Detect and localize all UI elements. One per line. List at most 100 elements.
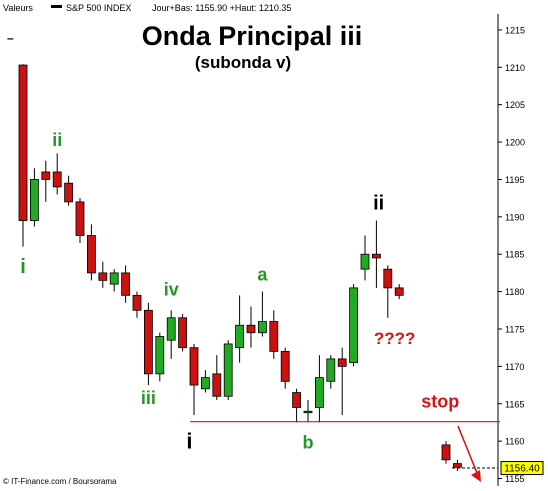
candle-body [212,373,222,397]
wave-label: ???? [374,329,416,348]
y-tick-label: 1175 [505,324,524,334]
candle [189,343,199,415]
candle-body [371,253,381,259]
last-price-label: 1156.40 [504,464,540,475]
candle [155,332,165,382]
candle-body [200,377,210,390]
candle-body [326,358,336,382]
candle-body [75,201,85,236]
candle [109,269,119,292]
candle-body [441,444,451,461]
candle-body [64,182,73,203]
candle-body [98,272,108,281]
last-price-box [500,461,544,476]
candle [178,314,188,352]
wave-label: ii [373,192,384,214]
y-tick-label: 1170 [505,362,524,372]
last-price-marker: 1156.40 [500,461,544,476]
candle [280,347,290,389]
wave-label: b [303,433,314,453]
candle [452,459,462,472]
chart-subtitle: (subonda v) [195,53,291,72]
wave-label: iii [141,388,156,408]
candle-body [18,64,28,221]
overlays-group [190,421,500,482]
candle-body [29,179,39,221]
candle-body [189,347,199,386]
candle-body [109,272,119,285]
candle [212,355,222,401]
y-tick-label: 1155 [505,474,524,484]
y-tick-label: 1190 [505,212,524,222]
source-credit: © IT-Finance.com / Boursorama [3,477,117,486]
candle [121,265,130,303]
candle-body [166,317,176,341]
candle [257,291,267,337]
candle-body [303,410,313,414]
wave-label: a [257,264,268,284]
candle [98,261,108,288]
candles-group [18,64,462,472]
wave-label: i [20,256,26,278]
y-tick-label: 1210 [505,63,525,73]
candle-body [87,235,96,274]
y-tick-label: 1180 [505,287,524,297]
y-axis-ticks: 1155 1160 1165 1170 1175 1180 1185 1190 1195 1200… [498,25,525,484]
candle [441,441,451,464]
candle-body [349,287,359,364]
candle-body [360,253,370,270]
candle-body [383,268,393,289]
candle-body [269,321,279,352]
candle [64,175,73,206]
candle [87,224,96,281]
candle-body [41,171,51,180]
candle-body [155,336,165,375]
candle [143,302,153,386]
minus-icon[interactable]: – [7,31,14,45]
candle [200,370,210,393]
down-arrow-head [471,470,481,482]
candle [166,310,176,359]
candle-body [246,324,256,334]
wave-label: i [186,429,192,454]
candle [223,340,233,401]
candle-body [280,351,290,382]
candle [292,388,302,423]
chart-title: Onda Principal iii [142,21,363,51]
candle-body [178,317,188,349]
wave-label: iv [164,279,179,299]
y-tick-label: 1165 [505,399,524,409]
candle [349,284,359,367]
wave-label: ii [52,130,62,150]
y-tick-label: 1195 [505,175,524,185]
y-tick-label: 1215 [505,25,525,35]
candle [360,235,370,281]
candle-body [143,309,153,375]
candle [269,310,279,359]
wave-label: stop [421,391,459,411]
legend-symbol: S&P 500 INDEX [66,3,131,13]
candle-body [292,392,302,408]
candle-body [452,463,462,468]
candle-body [394,287,404,296]
candle [337,347,347,415]
legend-line-icon [51,5,62,8]
candle-body [257,321,267,334]
candle [314,355,324,423]
down-arrow-shaft [457,425,480,479]
candle-body [52,171,62,188]
candle [41,160,51,202]
candle-body [132,294,142,311]
candle [371,220,381,288]
candle [52,153,62,195]
candle [303,400,313,423]
valeurs-label: Valeurs [3,3,33,13]
y-tick-label: 1205 [505,100,525,110]
candle [383,265,393,318]
candle [235,295,245,363]
candle-body [121,272,130,296]
y-tick-label: 1200 [505,138,525,148]
